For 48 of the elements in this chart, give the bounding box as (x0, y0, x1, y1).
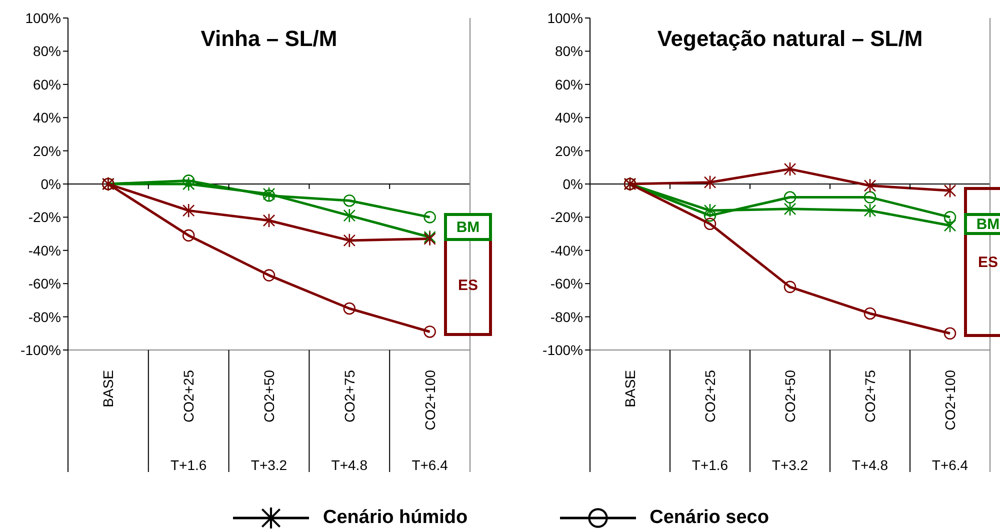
text: T+4.8 (331, 457, 368, 473)
annotation: ES (978, 254, 998, 270)
y-tick-label: 80% (32, 43, 61, 60)
x-tick-label: CO2+50 (782, 370, 798, 423)
text: T+3.2 (250, 457, 288, 473)
text: T+3.2 (772, 457, 808, 473)
y-tick-label: -60% (550, 276, 583, 292)
y-tick-label: -100% (542, 342, 583, 358)
y-tick-label: 0% (562, 176, 583, 192)
y-tick-label: -40% (28, 242, 61, 258)
y-tick-label: -40% (550, 242, 583, 258)
x-tick-label: CO2+100 (942, 370, 958, 430)
y-tick-label: 20% (32, 142, 61, 159)
y-tick-label: -80% (28, 308, 61, 325)
y-tick-label: 0% (40, 176, 61, 192)
y-tick-label: 100% (547, 10, 583, 26)
text: T+6.4 (932, 457, 968, 473)
y-tick-label: 100% (25, 10, 61, 26)
y-tick-label: -20% (550, 209, 583, 226)
y-tick-label: 40% (554, 110, 583, 126)
text: T+6.4 (412, 457, 448, 473)
y-tick-label: 60% (554, 76, 583, 92)
y-tick-label: 20% (554, 142, 583, 159)
x-tick-label: CO2+75 (862, 370, 878, 423)
y-tick-label: -80% (550, 308, 583, 325)
annotation: BM (964, 213, 1000, 236)
text: T+1.6 (170, 457, 207, 473)
y-tick-label: 40% (32, 110, 61, 126)
x-tick-label: CO2+25 (702, 370, 718, 423)
y-tick-label: -60% (28, 276, 61, 292)
x-tick-label: CO2+100 (422, 370, 438, 430)
chart-title: Vegetação natural – SL/M (656, 26, 924, 52)
y-tick-label: -100% (20, 342, 61, 358)
text: T+4.8 (852, 457, 888, 473)
x-tick-label: BASE (622, 370, 638, 408)
x-tick-label: CO2+75 (341, 370, 358, 423)
text: T+1.6 (692, 457, 728, 473)
annotation: ES (444, 234, 492, 336)
y-tick-label: -20% (28, 209, 61, 226)
y-tick-label: 80% (554, 43, 583, 60)
x-tick-label: CO2+50 (261, 370, 277, 423)
x-tick-label: BASE (100, 370, 116, 408)
annotation: BM (444, 213, 492, 242)
x-tick-label: CO2+25 (180, 370, 197, 423)
text: Cenário seco (650, 507, 769, 529)
y-tick-label: 60% (32, 76, 61, 92)
chart-title: Vinha – SL/M (200, 26, 338, 52)
text: Cenário húmido (323, 507, 468, 529)
